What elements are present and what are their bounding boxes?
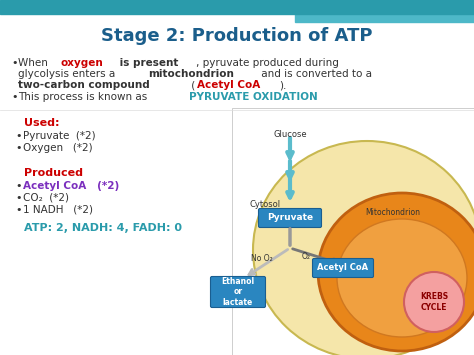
Text: Produced: Produced [24,168,83,178]
Text: Acetyl CoA: Acetyl CoA [318,263,369,273]
Text: ).: ). [279,80,286,90]
Text: Ethanol
or
lactate: Ethanol or lactate [221,277,255,307]
Text: and is converted to a: and is converted to a [258,69,373,79]
Text: mitochondrion: mitochondrion [148,69,234,79]
Bar [295,0,474,22]
Text: PYRUVATE OXIDATION: PYRUVATE OXIDATION [189,92,318,102]
Text: •: • [15,131,21,141]
Text: ATP: 2, NADH: 4, FADH: 0: ATP: 2, NADH: 4, FADH: 0 [24,223,182,233]
Text: No O₂: No O₂ [251,254,273,263]
Text: Cytosol: Cytosol [250,200,281,209]
Text: •: • [15,181,21,191]
FancyBboxPatch shape [210,277,265,307]
Text: •: • [15,205,21,215]
Text: is present: is present [116,58,178,68]
Text: Stage 2: Production of ATP: Stage 2: Production of ATP [101,27,373,45]
Text: Oxygen   (*2): Oxygen (*2) [23,143,92,153]
Text: O₂: O₂ [301,252,310,261]
FancyArrowPatch shape [287,161,293,178]
Text: •: • [15,143,21,153]
Text: 1 NADH   (*2): 1 NADH (*2) [23,205,93,215]
Text: Acetyl CoA   (*2): Acetyl CoA (*2) [23,181,119,191]
FancyBboxPatch shape [258,208,321,228]
Text: two-carbon compound: two-carbon compound [18,80,150,90]
Circle shape [404,272,464,332]
Text: , pyruvate produced during: , pyruvate produced during [196,58,339,68]
Bar [232,108,474,355]
Text: Mitochondrion: Mitochondrion [365,208,420,217]
Text: Glucose: Glucose [273,130,307,139]
Text: This process is known as: This process is known as [18,92,151,102]
FancyBboxPatch shape [312,258,374,278]
Text: •: • [11,92,18,102]
Text: CO₂  (*2): CO₂ (*2) [23,193,69,203]
Text: Acetyl CoA: Acetyl CoA [197,80,261,90]
Text: KREBS
CYCLE: KREBS CYCLE [420,292,448,312]
Text: glycolysis enters a: glycolysis enters a [18,69,118,79]
Bar [0,0,474,14]
Text: •: • [15,193,21,203]
Text: Pyruvate  (*2): Pyruvate (*2) [23,131,96,141]
Text: Used:: Used: [24,118,60,128]
Ellipse shape [337,219,467,337]
Ellipse shape [318,193,474,351]
FancyArrowPatch shape [287,178,293,198]
Text: oxygen: oxygen [61,58,103,68]
Text: •: • [11,58,18,68]
Text: (: ( [188,80,195,90]
Text: When: When [18,58,51,68]
FancyArrowPatch shape [287,138,293,158]
Text: Pyruvate: Pyruvate [267,213,313,223]
Ellipse shape [253,141,474,355]
